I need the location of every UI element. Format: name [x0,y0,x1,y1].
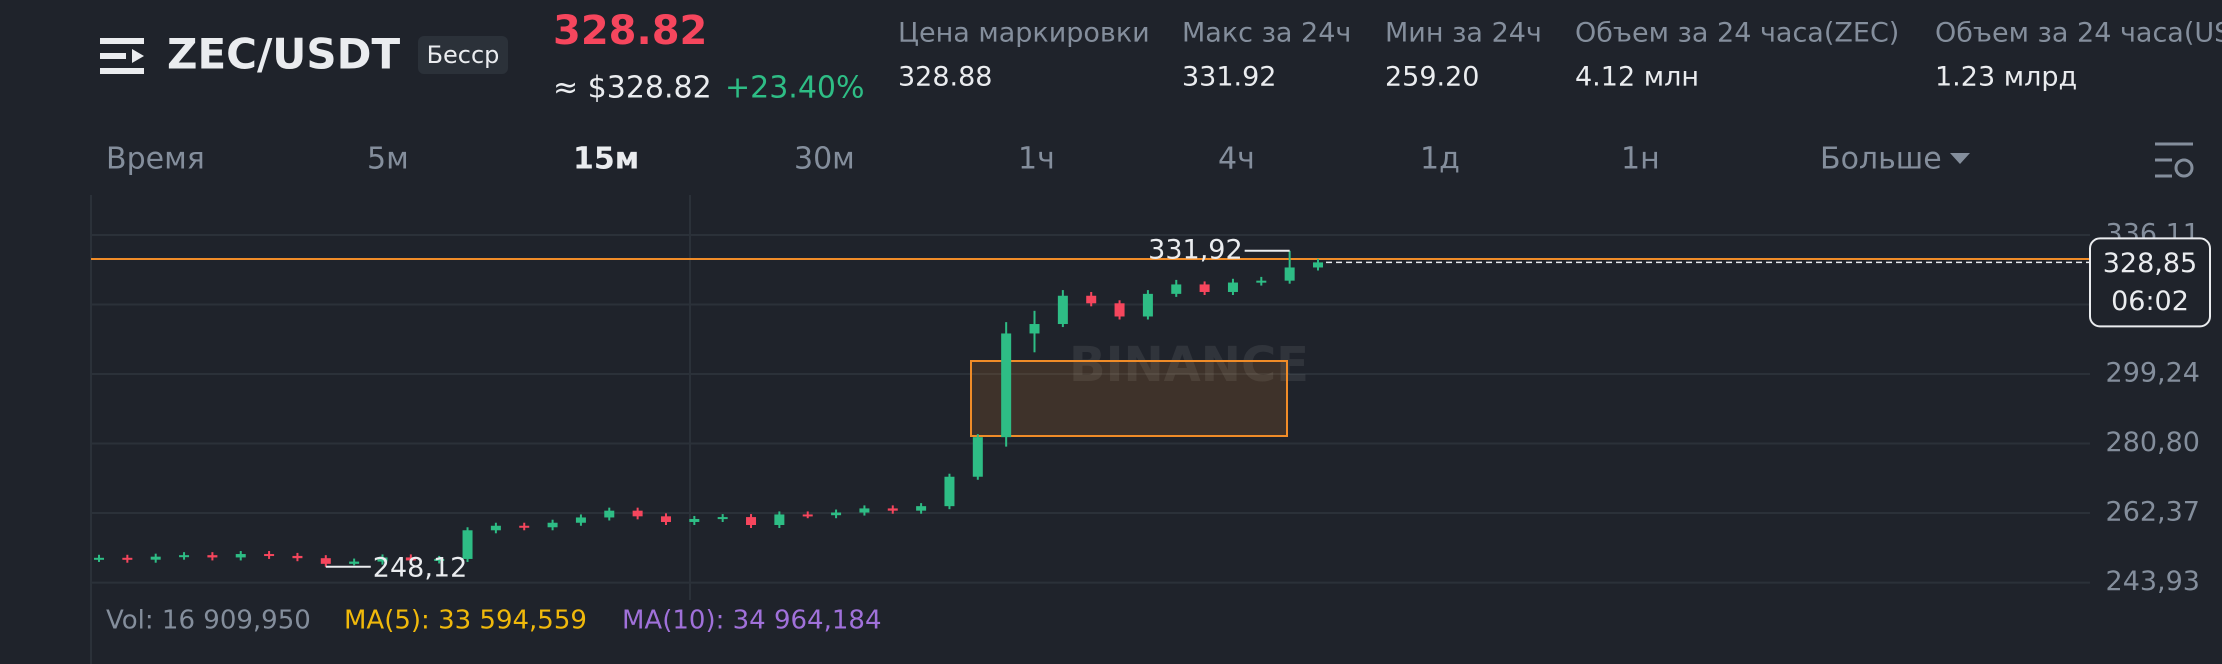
candle-body [887,508,898,511]
candle-body [377,557,388,562]
countdown: 06:02 [2111,286,2189,317]
candle-body [349,561,360,564]
stat-value: 259.20 [1385,62,1479,93]
candle-body [1086,295,1097,304]
candles [94,250,1323,567]
candle-body [831,512,842,516]
candle-body [1256,280,1267,283]
overlay: 248,12 331,92 328,85 06:02 [325,234,2211,583]
candle-body [292,555,303,559]
timeframe-option[interactable]: 30м [794,142,855,177]
last-price: 328.82 [553,8,707,54]
ma10: MA(10): 34 964,184 [622,606,881,636]
candle-body [972,437,983,477]
candle-body [660,516,671,522]
candle-body [802,514,813,517]
candle-body [519,525,530,528]
stat-label: Цена маркировки [898,18,1150,49]
watermark: BINANCE [1069,337,1309,393]
stats: Цена маркировки 328.88 Макс за 24ч 331.92 Ми… [898,18,2222,93]
y-tick-label: 280,80 [2106,427,2200,458]
more-arrow[interactable] [1950,153,1970,164]
price-usd: ≈ $328.82 [553,71,712,106]
candle-body [122,557,133,560]
candle-body [1227,282,1238,292]
menu-icon[interactable] [100,38,144,74]
last-price-box [2089,237,2211,328]
settings-icon[interactable] [2155,142,2194,178]
stat-label: Мин за 24ч [1385,18,1542,49]
candle-body [207,555,218,558]
timeframe-option[interactable]: 1д [1420,142,1460,177]
y-tick-label: 243,93 [2106,566,2200,597]
volume: Vol: 16 909,950 [106,606,311,636]
candle-body [1114,303,1125,317]
candle-body [632,510,643,517]
candle-body [320,558,331,564]
stat-value: 4.12 млн [1575,62,1699,93]
timeframe-option[interactable]: 4ч [1218,142,1255,177]
stat-label: Макс за 24ч [1182,18,1351,49]
stat-value: 331.92 [1182,62,1276,93]
candle-body [604,510,615,518]
candle-body [1171,284,1182,294]
candle-body [717,517,728,520]
low-label: 248,12 [373,552,467,583]
candle-body [859,508,870,513]
stat-value: 328.88 [898,62,992,93]
candle-body [462,530,473,559]
candle-body [264,554,275,557]
badge: Бесср [427,41,500,69]
candle-body [490,525,501,531]
candle-body [746,517,757,526]
high-label: 331,92 [1148,234,1242,265]
y-tick-label: 262,37 [2106,497,2200,528]
candle-body [1029,324,1040,334]
ma5: MA(5): 33 594,559 [344,606,587,636]
timeframe-option[interactable]: 5м [367,142,409,177]
badge-bg [418,36,508,74]
drawn-rectangle[interactable] [970,360,1288,437]
price-change: +23.40% [725,71,865,106]
y-tick-label: 299,24 [2106,358,2200,389]
timeframe-option[interactable]: 1н [1621,142,1660,177]
candle-body [547,522,558,528]
candle-body [235,554,246,558]
candle-body [944,476,955,507]
more-button[interactable]: Больше [1820,142,1942,177]
candle-body [150,556,161,560]
stat-value: 1.23 млрд [1935,62,2077,93]
candle-body [1001,333,1012,438]
pair-name[interactable]: ZEC/USDT [167,30,401,79]
last-price-label: 328,85 [2103,248,2197,279]
candle-body [689,518,700,522]
candle-body [1142,293,1153,317]
candle-body [179,555,190,558]
candle-body [1284,267,1295,281]
stat-label: Объем за 24 часа(USDT) [1935,18,2222,49]
candle-body [94,557,104,560]
timeframe-option[interactable]: 1ч [1018,142,1055,177]
candle-body [1199,284,1210,292]
candle-body [1057,295,1068,325]
candle-body [774,514,785,526]
candle-body [405,557,416,561]
timeframe-option[interactable]: 15м [573,142,639,177]
candle-body [434,558,445,561]
timeframe-label: Время [106,142,205,177]
stat-label: Объем за 24 часа(ZEC) [1575,18,1899,49]
candle-body [916,506,927,511]
candle-body [575,517,586,523]
timeframes: 5м 15м 30м 1ч 4ч 1д 1н [367,142,1660,177]
candle-body [1313,262,1323,268]
